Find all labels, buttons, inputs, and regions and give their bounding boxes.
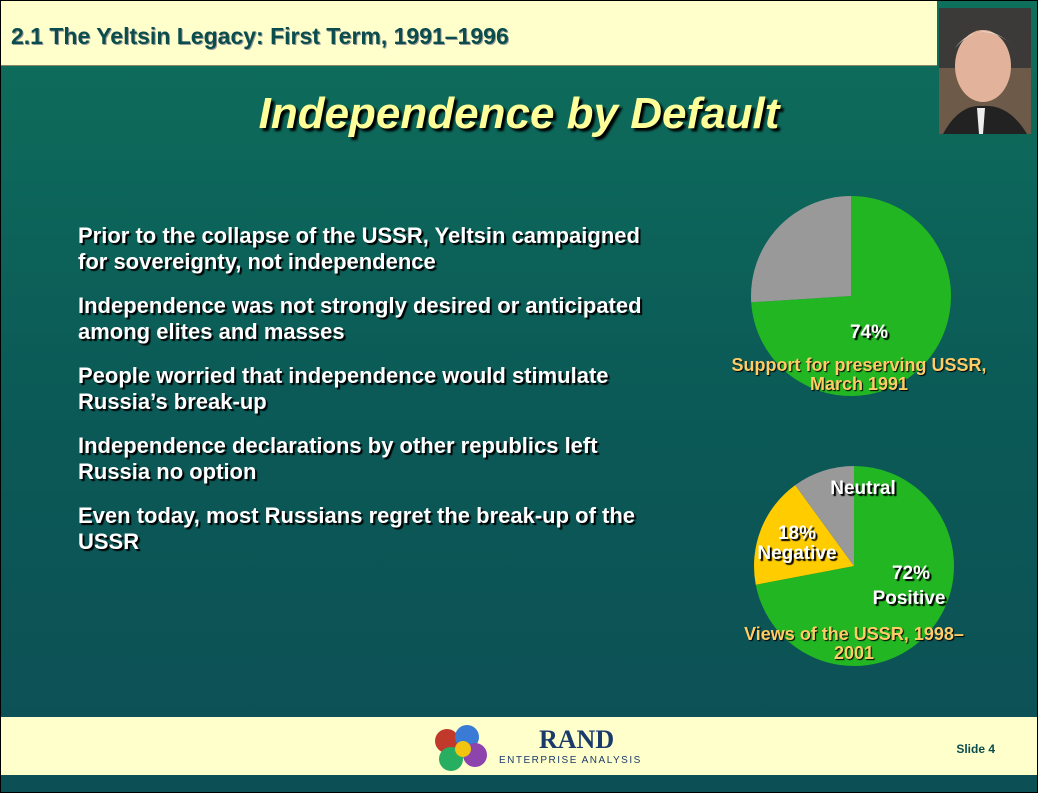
slide: 2.1 The Yeltsin Legacy: First Term, 1991… — [0, 0, 1038, 793]
pie-caption: Views of the USSR, 1998–2001 — [734, 625, 974, 663]
slice-value-label: 74% — [850, 322, 888, 344]
logo-text: RAND — [539, 725, 614, 755]
slide-number: Slide 4 — [956, 742, 995, 756]
puzzle-logo — [427, 723, 497, 773]
logo-subtitle: ENTERPRISE ANALYSIS — [499, 755, 642, 766]
footer-bar — [1, 717, 1037, 775]
pie-caption: Support for preserving USSR, March 1991 — [724, 356, 994, 394]
slice-value-label: 18% — [778, 523, 816, 545]
slice-value-label: 72% — [892, 563, 930, 585]
pie-slice — [751, 196, 851, 302]
pie-charts — [1, 1, 1037, 792]
slice-category-label: Neutral — [830, 478, 895, 500]
slice-category-label: Positive — [873, 588, 946, 610]
slice-category-label: Negative — [757, 543, 836, 565]
